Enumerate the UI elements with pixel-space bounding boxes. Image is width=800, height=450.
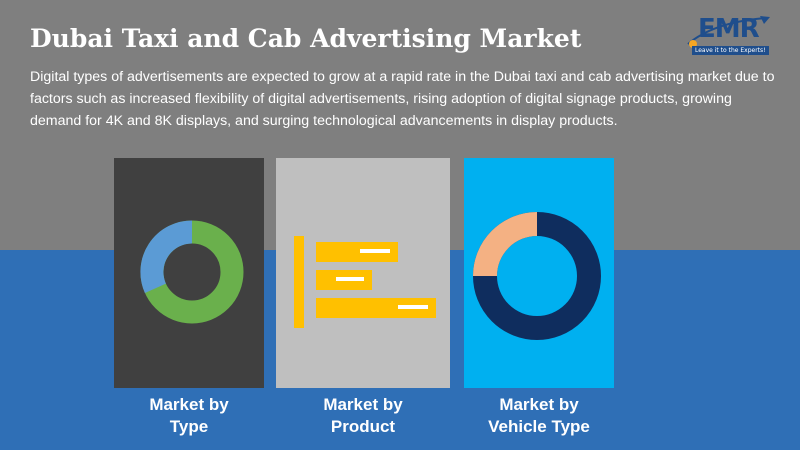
panel-market-by-type xyxy=(114,158,264,388)
bar-chart-axis xyxy=(294,236,304,328)
label-line-2: Product xyxy=(330,417,396,436)
label-line-1: Market by xyxy=(149,395,229,414)
bar-3 xyxy=(316,298,436,318)
label-market-by-vehicle-type: Market by Vehicle Type xyxy=(464,394,614,438)
bar-3-highlight xyxy=(398,305,428,309)
bar-1 xyxy=(316,242,398,262)
donut-blue-segment xyxy=(140,220,193,293)
page-description: Digital types of advertisements are expe… xyxy=(30,69,775,129)
label-market-by-product: Market by Product xyxy=(276,394,450,438)
donut-chart-icon xyxy=(140,220,244,324)
bar-1-highlight xyxy=(360,249,390,253)
emr-logo: EMR Leave it to the Experts! xyxy=(684,14,780,62)
label-line-1: Market by xyxy=(499,395,579,414)
label-line-2: Vehicle Type xyxy=(488,417,590,436)
label-line-2: Type xyxy=(169,417,209,436)
panel-market-by-product xyxy=(276,158,450,388)
panel-market-by-vehicle-type xyxy=(464,158,614,388)
donut-peach-segment xyxy=(473,212,538,277)
page-title: Dubai Taxi and Cab Advertising Market xyxy=(30,24,582,53)
logo-tagline: Leave it to the Experts! xyxy=(692,46,769,55)
label-line-1: Market by xyxy=(323,395,403,414)
donut-chart-icon xyxy=(473,212,601,340)
bar-2-highlight xyxy=(336,277,364,281)
bar-chart-icon xyxy=(294,236,436,328)
logo-text: EMR xyxy=(698,14,760,44)
label-market-by-type: Market by Type xyxy=(114,394,264,438)
